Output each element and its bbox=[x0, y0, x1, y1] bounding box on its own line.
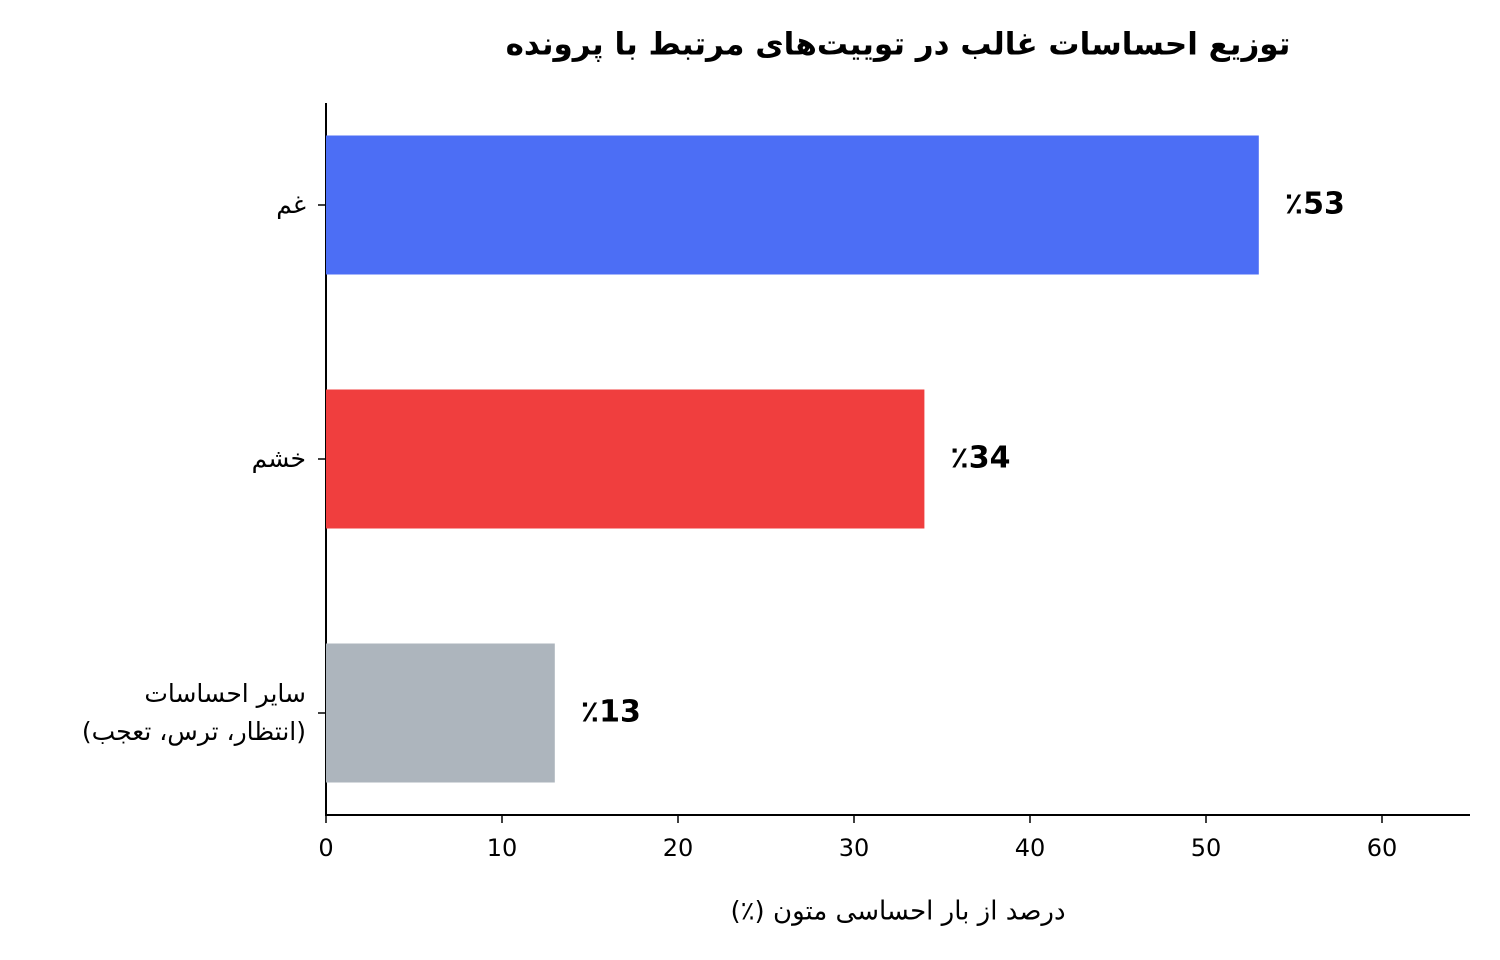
value-label: ٪34 bbox=[950, 441, 1010, 476]
y-tick-label: سایر احساسات (انتظار، ترس، تعجب) bbox=[81, 679, 306, 746]
value-label: ٪13 bbox=[581, 695, 641, 730]
y-tick-label: خشم bbox=[251, 444, 306, 473]
chart-title: توزیع احساسات غالب در توییت‌های مرتبط با… bbox=[506, 27, 1291, 63]
x-tick-label: 0 bbox=[318, 834, 333, 862]
bar bbox=[326, 135, 1259, 275]
x-tick-label: 30 bbox=[839, 834, 870, 862]
x-tick-label: 40 bbox=[1015, 834, 1046, 862]
value-label: ٪53 bbox=[1285, 187, 1345, 222]
y-tick-label: غم bbox=[276, 190, 306, 219]
bar bbox=[326, 389, 925, 529]
bar bbox=[326, 643, 555, 783]
x-tick-label: 50 bbox=[1191, 834, 1222, 862]
x-tick-label: 10 bbox=[487, 834, 518, 862]
x-axis-label: درصد از بار احساسی متون (٪) bbox=[730, 897, 1065, 927]
x-tick-label: 20 bbox=[663, 834, 694, 862]
x-tick-label: 60 bbox=[1367, 834, 1398, 862]
